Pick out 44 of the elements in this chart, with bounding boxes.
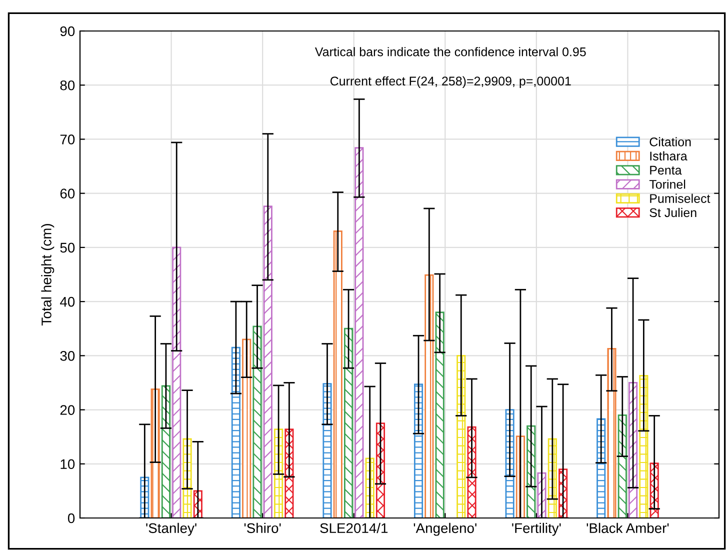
x-tick-label: 'Stanley' bbox=[146, 522, 196, 536]
y-tick-label: 60 bbox=[60, 188, 75, 199]
bar bbox=[263, 206, 272, 518]
bar bbox=[252, 326, 262, 518]
bar bbox=[639, 374, 648, 518]
bar bbox=[607, 348, 616, 518]
y-tick-label: 70 bbox=[60, 134, 75, 144]
bar bbox=[322, 383, 332, 518]
bar bbox=[161, 385, 170, 518]
y-axis-title: Total height (cm) bbox=[41, 224, 54, 326]
bar bbox=[424, 274, 434, 518]
bar bbox=[435, 312, 444, 518]
bar bbox=[628, 382, 638, 518]
y-tick-label: 90 bbox=[60, 26, 75, 36]
bar bbox=[618, 414, 627, 518]
y-tick-label: 40 bbox=[60, 296, 75, 307]
x-tick-label: 'Fertility' bbox=[512, 522, 561, 536]
bar bbox=[344, 328, 354, 518]
x-tick-label: 'Black Amber' bbox=[586, 522, 669, 534]
bar bbox=[242, 338, 252, 518]
x-tick-label: 'Shiro' bbox=[244, 522, 281, 534]
legend-label: Citation bbox=[650, 137, 691, 146]
annotation: Vartical bars indicate the confidence interval 0.95 bbox=[314, 47, 586, 56]
y-tick-label: 20 bbox=[60, 405, 75, 415]
bar bbox=[456, 354, 466, 518]
bar bbox=[354, 147, 364, 518]
y-tick-label: 30 bbox=[60, 351, 75, 361]
legend-label: Isthara bbox=[650, 151, 688, 160]
y-tick-label: 0 bbox=[68, 513, 75, 524]
bar bbox=[274, 428, 284, 518]
bar bbox=[414, 384, 424, 518]
legend-label: Torinel bbox=[649, 180, 686, 189]
legend-label: Penta bbox=[650, 166, 682, 175]
y-tick-label: 10 bbox=[60, 459, 75, 470]
x-tick-label: SLE2014/1 bbox=[320, 522, 388, 534]
x-tick-label: 'Angeleno' bbox=[414, 522, 476, 536]
y-tick-label: 50 bbox=[60, 242, 75, 253]
annotation: Current effect F(24, 258)=2,9909, p=,00001 bbox=[330, 76, 571, 88]
legend-label: Pumiselect bbox=[650, 194, 710, 203]
bar bbox=[231, 346, 240, 518]
y-tick-label: 80 bbox=[60, 80, 75, 90]
legend-label: St Julien bbox=[650, 208, 696, 218]
bar bbox=[333, 230, 342, 518]
bar bbox=[172, 246, 182, 518]
